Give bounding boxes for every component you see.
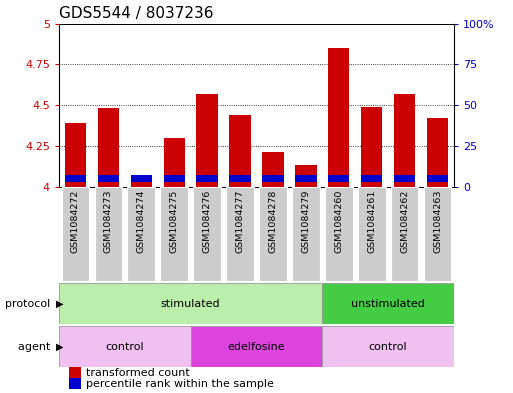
Bar xyxy=(322,283,454,324)
Bar xyxy=(229,115,251,187)
Text: unstimulated: unstimulated xyxy=(351,299,425,309)
Text: GSM1084272: GSM1084272 xyxy=(71,189,80,253)
Bar xyxy=(131,175,152,187)
Text: edelfosine: edelfosine xyxy=(228,342,285,352)
Text: GSM1084260: GSM1084260 xyxy=(334,189,343,253)
Bar xyxy=(127,187,155,281)
Bar xyxy=(262,152,284,187)
Text: GSM1084275: GSM1084275 xyxy=(170,189,179,253)
Text: control: control xyxy=(369,342,407,352)
Bar xyxy=(262,175,284,182)
Bar xyxy=(328,175,349,182)
Bar xyxy=(161,187,188,281)
Bar xyxy=(94,187,122,281)
Bar xyxy=(97,108,119,187)
Text: GSM1084273: GSM1084273 xyxy=(104,189,113,253)
Bar xyxy=(427,118,448,187)
Text: ▶: ▶ xyxy=(56,342,64,352)
Bar xyxy=(292,187,320,281)
Bar xyxy=(97,175,119,182)
Bar xyxy=(322,326,454,367)
Bar xyxy=(59,283,322,324)
Text: ▶: ▶ xyxy=(56,299,64,309)
Bar xyxy=(391,187,419,281)
Bar xyxy=(191,326,322,367)
Bar xyxy=(427,175,448,182)
Text: transformed count: transformed count xyxy=(86,367,189,378)
Text: GSM1084278: GSM1084278 xyxy=(268,189,278,253)
Bar xyxy=(325,187,352,281)
Bar xyxy=(196,94,218,187)
Text: GSM1084263: GSM1084263 xyxy=(433,189,442,253)
Text: GSM1084279: GSM1084279 xyxy=(301,189,310,253)
Text: GSM1084274: GSM1084274 xyxy=(137,189,146,253)
Bar xyxy=(394,175,416,182)
Bar xyxy=(226,187,254,281)
Bar xyxy=(295,165,317,187)
Bar xyxy=(259,187,287,281)
Text: percentile rank within the sample: percentile rank within the sample xyxy=(86,378,273,389)
Bar xyxy=(229,175,251,182)
Bar xyxy=(295,175,317,182)
Bar xyxy=(361,175,382,182)
Bar xyxy=(328,48,349,187)
Text: stimulated: stimulated xyxy=(161,299,221,309)
Bar xyxy=(65,175,86,182)
Bar xyxy=(164,138,185,187)
Text: GDS5544 / 8037236: GDS5544 / 8037236 xyxy=(59,6,213,21)
Text: protocol: protocol xyxy=(5,299,54,309)
Bar xyxy=(394,94,416,187)
Bar xyxy=(358,187,386,281)
Bar xyxy=(361,107,382,187)
Text: GSM1084262: GSM1084262 xyxy=(400,189,409,253)
Bar xyxy=(59,326,191,367)
Text: GSM1084261: GSM1084261 xyxy=(367,189,376,253)
Bar xyxy=(424,187,451,281)
Bar xyxy=(65,123,86,187)
Text: agent: agent xyxy=(18,342,54,352)
Bar xyxy=(131,175,152,182)
Bar xyxy=(196,175,218,182)
Text: control: control xyxy=(106,342,144,352)
Bar xyxy=(193,187,221,281)
Text: GSM1084277: GSM1084277 xyxy=(235,189,245,253)
Text: GSM1084276: GSM1084276 xyxy=(203,189,212,253)
Bar xyxy=(62,187,89,281)
Bar xyxy=(164,175,185,182)
